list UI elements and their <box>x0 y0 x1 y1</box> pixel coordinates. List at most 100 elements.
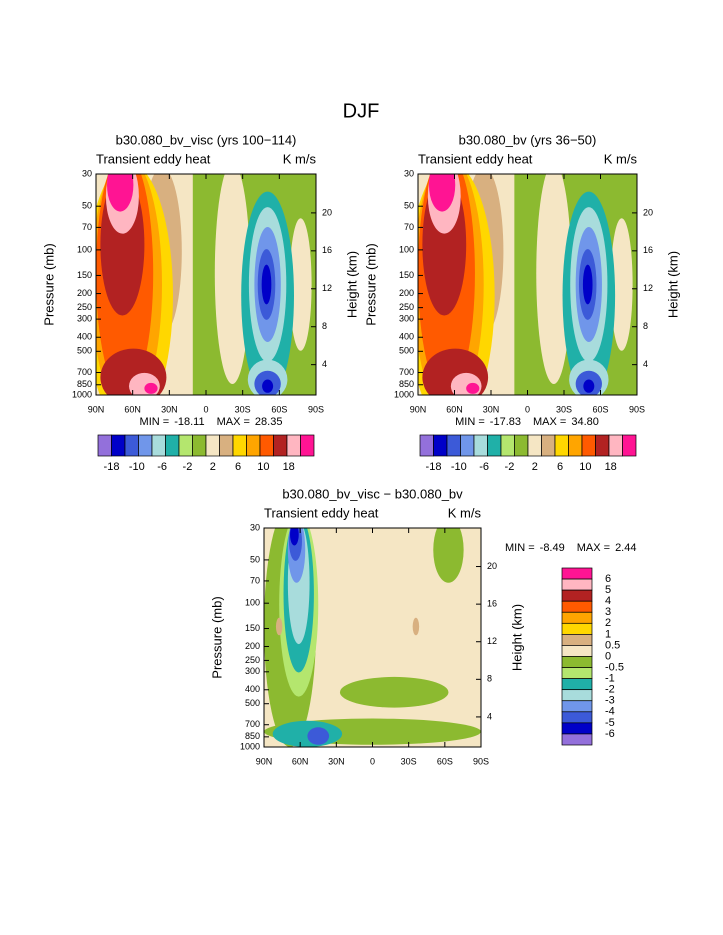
x-tick-label: 30S <box>235 404 251 414</box>
y-tick-label: 200 <box>245 641 260 651</box>
contour-field <box>418 174 637 395</box>
colorbar-box <box>561 667 593 679</box>
min-value: -18.11 <box>174 416 204 428</box>
y-tick-label: 200 <box>399 288 414 298</box>
field-region <box>412 617 420 636</box>
colorbar-label: 6 <box>235 461 241 473</box>
x-tick-label: 60S <box>437 756 453 766</box>
y2-axis-label: Height (km) <box>665 251 680 318</box>
field-region <box>289 218 312 351</box>
y2-tick-label: 8 <box>487 674 492 684</box>
x-tick-label: 90S <box>629 404 645 414</box>
field-region <box>339 676 449 708</box>
colorbar-box <box>561 711 593 724</box>
min-label: MIN = <box>455 416 485 428</box>
field-region <box>307 727 330 745</box>
y-axis-label: Pressure (mb) <box>363 243 378 325</box>
field-region <box>262 379 274 393</box>
colorbar-box <box>165 434 180 457</box>
y-tick-label: 150 <box>245 623 260 633</box>
y-tick-label: 300 <box>245 666 260 676</box>
colorbar-label: -6 <box>157 461 167 473</box>
colorbar-box <box>433 434 448 457</box>
y-tick-label: 850 <box>77 379 92 389</box>
colorbar-label: -6 <box>605 728 615 740</box>
colorbar-box <box>273 434 288 457</box>
y-tick-label: 850 <box>399 379 414 389</box>
subtitle-right: K m/s <box>283 151 317 166</box>
y2-tick-label: 20 <box>487 561 497 571</box>
x-tick-label: 0 <box>525 404 530 414</box>
colorbar-box <box>561 656 593 668</box>
x-tick-label: 90S <box>308 404 324 414</box>
min-label: MIN = <box>505 542 535 554</box>
figure-title: DJF <box>343 100 380 122</box>
min-value: -17.83 <box>490 416 521 428</box>
y-axis-label: Pressure (mb) <box>41 243 56 325</box>
y2-tick-label: 12 <box>487 636 497 646</box>
colorbar-box <box>561 733 593 746</box>
colorbar-box <box>473 434 488 457</box>
contour-field <box>96 174 316 395</box>
colorbar-box <box>561 700 593 713</box>
y-tick-label: 150 <box>77 270 92 280</box>
y2-tick-label: 4 <box>322 359 327 369</box>
colorbar-box <box>192 434 207 457</box>
x-tick-label: 90N <box>256 756 273 766</box>
panel-title: b30.080_bv_visc − b30.080_bv <box>282 486 463 501</box>
x-tick-label: 30S <box>556 404 572 414</box>
colorbar-label: 5 <box>605 584 611 596</box>
y-tick-label: 700 <box>399 367 414 377</box>
x-tick-label: 90S <box>473 756 489 766</box>
y-axis-label: Pressure (mb) <box>209 596 224 678</box>
y-tick-label: 70 <box>250 575 260 585</box>
field-region <box>290 528 299 546</box>
colorbar-box <box>178 434 193 457</box>
y-tick-label: 300 <box>399 313 414 323</box>
y-tick-label: 50 <box>250 554 260 564</box>
colorbar-box <box>561 622 593 635</box>
field-region <box>536 174 572 384</box>
colorbar-label: -4 <box>605 706 615 718</box>
field-region <box>107 174 134 212</box>
colorbar-box <box>151 434 166 457</box>
y2-tick-label: 12 <box>322 283 332 293</box>
colorbar-label: -1 <box>605 673 615 685</box>
y-tick-label: 1000 <box>394 389 414 399</box>
min-max: MIN = -8.49 MAX = 2.44 <box>505 542 636 554</box>
y2-tick-label: 20 <box>643 207 653 217</box>
colorbar-label: -6 <box>479 461 489 473</box>
colorbar-box <box>232 434 247 457</box>
y-tick-label: 1000 <box>72 389 92 399</box>
colorbar-label: -2 <box>605 684 615 696</box>
y2-tick-label: 4 <box>643 359 648 369</box>
y2-tick-label: 8 <box>643 321 648 331</box>
x-tick-label: 30N <box>328 756 345 766</box>
colorbar-box <box>500 434 515 457</box>
colorbar-label: -0.5 <box>605 661 624 673</box>
colorbar-box <box>561 567 593 580</box>
colorbar-box <box>541 434 556 457</box>
colorbar-box <box>419 434 434 457</box>
colorbar-box <box>622 434 637 457</box>
colorbar-label: -2 <box>183 461 193 473</box>
y-tick-label: 500 <box>399 346 414 356</box>
y2-tick-label: 16 <box>643 245 653 255</box>
x-tick-label: 60N <box>124 404 141 414</box>
colorbar-box <box>124 434 139 457</box>
colorbar-label: -3 <box>605 695 615 707</box>
panel-title: b30.080_bv_visc (yrs 100−114) <box>116 132 297 147</box>
y-tick-label: 700 <box>77 367 92 377</box>
x-tick-label: 60N <box>292 756 309 766</box>
field-region <box>275 617 283 636</box>
colorbar-box <box>561 600 593 613</box>
colorbar-label: 18 <box>283 461 295 473</box>
colorbar-box <box>246 434 261 457</box>
contour-field <box>264 528 481 747</box>
y2-tick-label: 4 <box>487 711 492 721</box>
y-tick-label: 850 <box>245 731 260 741</box>
colorbar-label: -10 <box>451 461 467 473</box>
colorbar-label: 10 <box>579 461 591 473</box>
colorbar-box <box>300 434 315 457</box>
